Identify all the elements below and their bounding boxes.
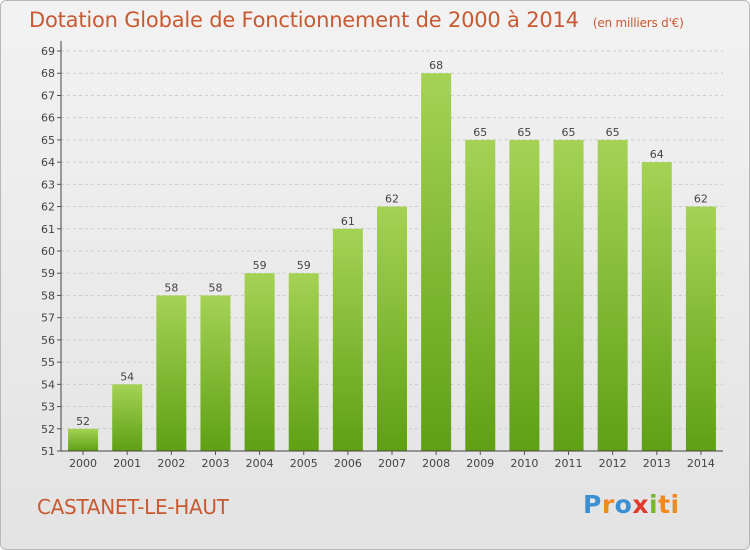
- x-tick-label: 2009: [466, 457, 494, 470]
- y-tick-label: 52: [41, 423, 55, 436]
- logo-letter: i: [649, 490, 659, 519]
- bar: [156, 295, 187, 451]
- bar-value-label: 62: [694, 193, 708, 206]
- y-tick-label: 63: [41, 178, 55, 191]
- bar-value-label: 58: [208, 281, 222, 294]
- y-tick-label: 65: [41, 134, 55, 147]
- x-tick-label: 2008: [422, 457, 450, 470]
- y-tick-label: 55: [41, 356, 55, 369]
- x-axis: 2000 2001 2002 2003 2004 2005 2006 2007 2008 2009…: [61, 450, 723, 470]
- bar-value-label: 61: [341, 215, 355, 228]
- bar: [332, 228, 363, 451]
- y-tick-label: 56: [41, 334, 55, 347]
- bar-value-label: 64: [650, 148, 664, 161]
- y-tick-label: 51: [41, 445, 55, 458]
- logo-letter: x: [632, 490, 649, 519]
- bar: [376, 206, 408, 451]
- bar: [465, 139, 496, 451]
- x-tick-label: 2002: [157, 457, 185, 470]
- bar-value-label: 65: [517, 126, 531, 139]
- bar: [641, 162, 672, 451]
- chart-subtitle: (en milliers d'€): [592, 16, 684, 30]
- y-tick-label: 68: [41, 67, 55, 80]
- x-tick-label: 2004: [246, 457, 274, 470]
- y-tick-label: 62: [41, 201, 55, 214]
- bar-value-label: 59: [253, 259, 267, 272]
- bar-value-label: 62: [385, 193, 399, 206]
- y-tick-label: 64: [41, 156, 55, 169]
- place-name: CASTANET-LE-HAUT: [37, 495, 229, 519]
- logo-letter: o: [614, 490, 633, 519]
- bar: [288, 273, 319, 451]
- chart-title: Dotation Globale de Fonctionnement de 20…: [29, 8, 684, 32]
- bar: [244, 273, 275, 451]
- bar: [200, 295, 231, 451]
- logo-letter: ti: [658, 490, 680, 519]
- y-tick-label: 66: [41, 112, 55, 125]
- bar-value-label: 68: [429, 59, 443, 72]
- y-tick-label: 67: [41, 89, 55, 102]
- y-tick-label: 57: [41, 312, 55, 325]
- y-tick-label: 54: [41, 378, 55, 391]
- bar-value-label: 65: [562, 126, 576, 139]
- logo-letter: P: [583, 490, 602, 519]
- y-tick-label: 53: [41, 401, 55, 414]
- x-tick-label: 2003: [201, 457, 229, 470]
- bar: [597, 139, 628, 451]
- title-text: Dotation Globale de Fonctionnement de 20…: [29, 8, 579, 32]
- x-tick-label: 2014: [687, 457, 715, 470]
- bar-value-label: 65: [473, 126, 487, 139]
- bar: [112, 384, 143, 451]
- x-tick-label: 2000: [69, 457, 97, 470]
- proxiti-logo[interactable]: Proxiti: [583, 490, 680, 519]
- x-tick-label: 2010: [510, 457, 538, 470]
- bar-value-label: 54: [120, 370, 134, 383]
- bar-value-label: 58: [164, 281, 178, 294]
- x-tick-label: 2012: [599, 457, 627, 470]
- x-tick-label: 2001: [113, 457, 141, 470]
- y-tick-label: 59: [41, 267, 55, 280]
- y-axis: 51 52 53 54 55 56 57 58 59 60 61 62 63 64 65 66 67 68 69: [41, 41, 62, 458]
- y-tick-label: 61: [41, 223, 55, 236]
- logo-letter: r: [601, 490, 615, 519]
- bar: [553, 139, 584, 451]
- x-tick-label: 2005: [290, 457, 318, 470]
- y-tick-label: 58: [41, 289, 55, 302]
- bars: 52 54 58 58 59 59 61 62 68 65 65 65 65 64 62: [68, 59, 716, 451]
- x-tick-label: 2013: [643, 457, 671, 470]
- bar: [685, 206, 716, 451]
- y-tick-label: 60: [41, 245, 55, 258]
- y-tick-label: 69: [41, 45, 55, 58]
- x-tick-label: 2011: [555, 457, 583, 470]
- x-tick-label: 2006: [334, 457, 362, 470]
- x-tick-label: 2007: [378, 457, 406, 470]
- bar: [421, 73, 452, 451]
- bar-value-label: 52: [76, 415, 90, 428]
- bar: [68, 428, 99, 451]
- bar: [509, 139, 540, 451]
- bar-value-label: 59: [297, 259, 311, 272]
- bar-value-label: 65: [606, 126, 620, 139]
